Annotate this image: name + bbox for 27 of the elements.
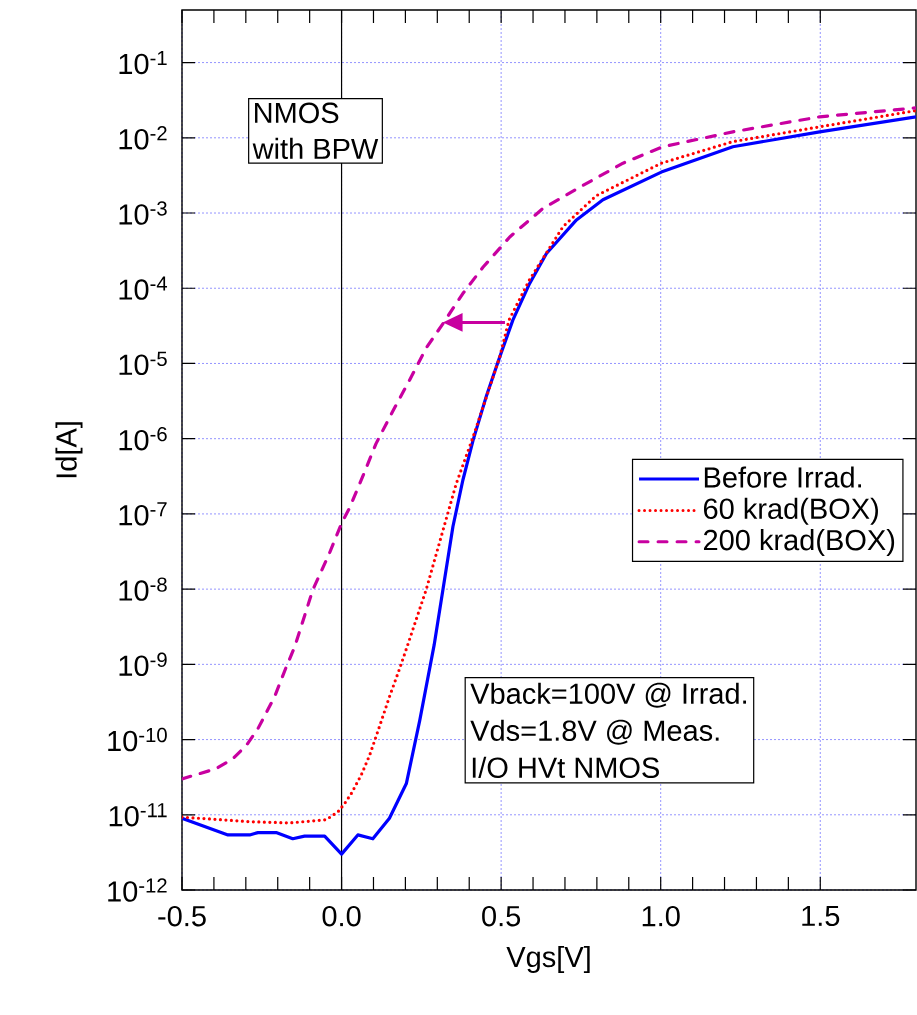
y-axis-title: Id[A] (55, 422, 83, 478)
legend-label: 60 krad(BOX) (703, 497, 878, 525)
x-axis-title: Vgs[V] (506, 945, 590, 973)
annotation: Vds=1.8V @ Meas. (470, 719, 719, 745)
y-tick-label: 10$^{-1}$ (119, 50, 167, 75)
y-tick-label: 10$^{-6}$ (119, 426, 167, 451)
annotation: with BPW (252, 137, 379, 160)
x-tick-label: 0.0 (322, 905, 361, 927)
y-tick-label: 10$^{-7}$ (119, 502, 167, 526)
x-tick-label: 1.0 (642, 905, 680, 927)
y-tick-label: 10$^{-9}$ (119, 652, 167, 677)
legend-label: 200 krad(BOX) (703, 529, 895, 557)
y-tick-label: 10$^{-8}$ (119, 577, 167, 601)
y-tick-label: 10$^{-11}$ (109, 803, 167, 827)
y-tick-label: 10$^{-10}$ (108, 727, 167, 752)
y-tick-label: 10$^{-12}$ (108, 878, 167, 902)
x-tick-label: 1.5 (802, 905, 840, 927)
x-tick-label: 0.5 (482, 905, 521, 927)
y-tick-label: 10$^{-5}$ (119, 351, 167, 376)
x-tick-label: -0.5 (158, 905, 206, 927)
y-tick-label: 10$^{-2}$ (119, 126, 167, 150)
annotation: NMOS (255, 102, 339, 124)
y-tick-label: 10$^{-3}$ (119, 201, 167, 225)
legend-label: Before Irrad. (704, 466, 862, 488)
annotation: Vback=100V @ Irrad. (470, 682, 746, 708)
annotation: I/O HVt NMOS (472, 756, 659, 778)
y-tick-label: 10$^{-4}$ (119, 276, 168, 300)
